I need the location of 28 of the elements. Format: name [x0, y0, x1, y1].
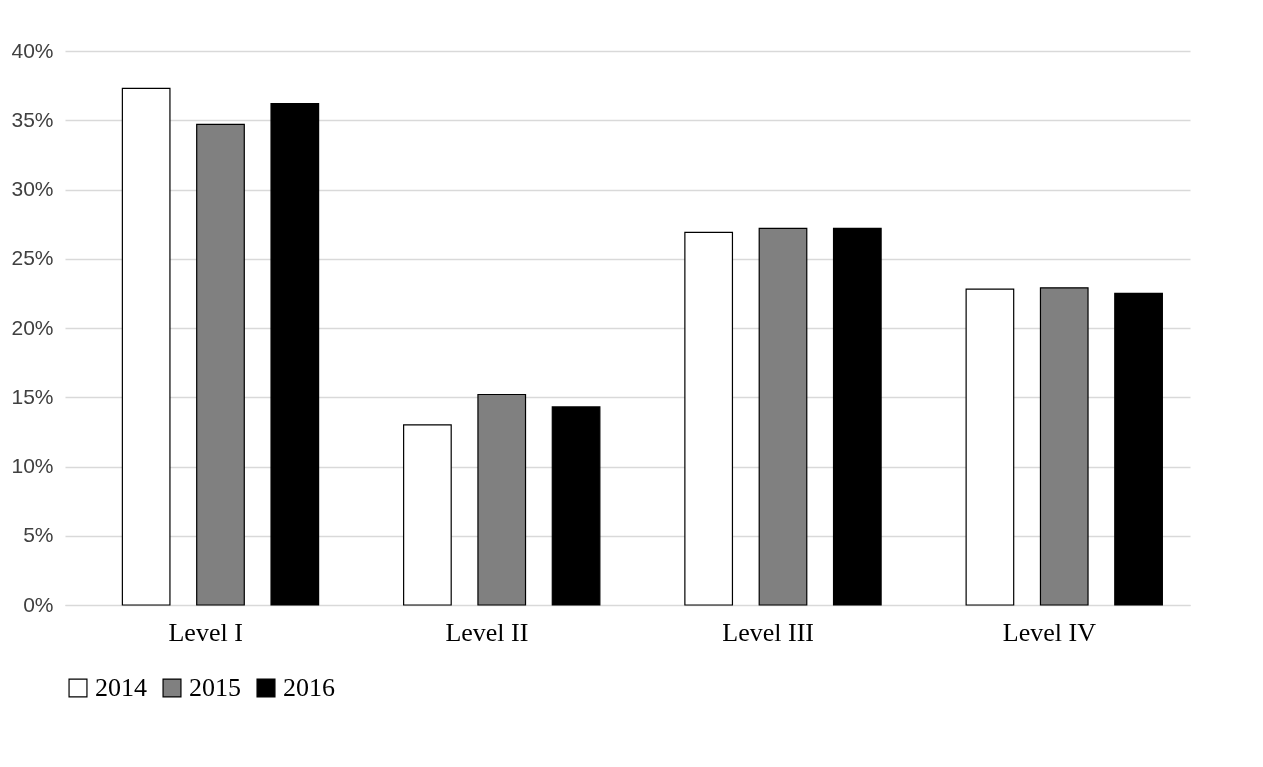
x-tick-label: Level I [168, 617, 243, 647]
legend-label: 2015 [189, 673, 241, 702]
y-tick-label: 25% [11, 246, 54, 270]
bar [832, 227, 882, 606]
bar [1039, 287, 1089, 606]
x-tick-label: Level III [722, 617, 814, 647]
legend-label: 2016 [283, 673, 335, 702]
bar [551, 406, 601, 606]
x-tick-label: Level IV [1002, 617, 1097, 647]
y-tick-label: 35% [11, 107, 54, 131]
bar [196, 123, 245, 606]
bar [403, 424, 452, 606]
y-tick-label: 0% [23, 592, 54, 616]
y-tick-label: 40% [11, 38, 54, 62]
bar [270, 103, 320, 606]
y-tick-label: 15% [11, 384, 54, 408]
bar [1114, 292, 1163, 606]
y-tick-label: 30% [11, 177, 54, 200]
bar [121, 87, 171, 606]
bar [477, 393, 527, 606]
legend-label: 2014 [95, 673, 147, 702]
y-tick-label: 5% [23, 523, 54, 547]
bar [965, 288, 1015, 606]
bar [758, 227, 808, 606]
bar [684, 231, 734, 606]
y-tick-label: 20% [11, 315, 54, 339]
y-tick-label: 10% [11, 454, 54, 477]
x-tick-label: Level II [445, 617, 529, 647]
